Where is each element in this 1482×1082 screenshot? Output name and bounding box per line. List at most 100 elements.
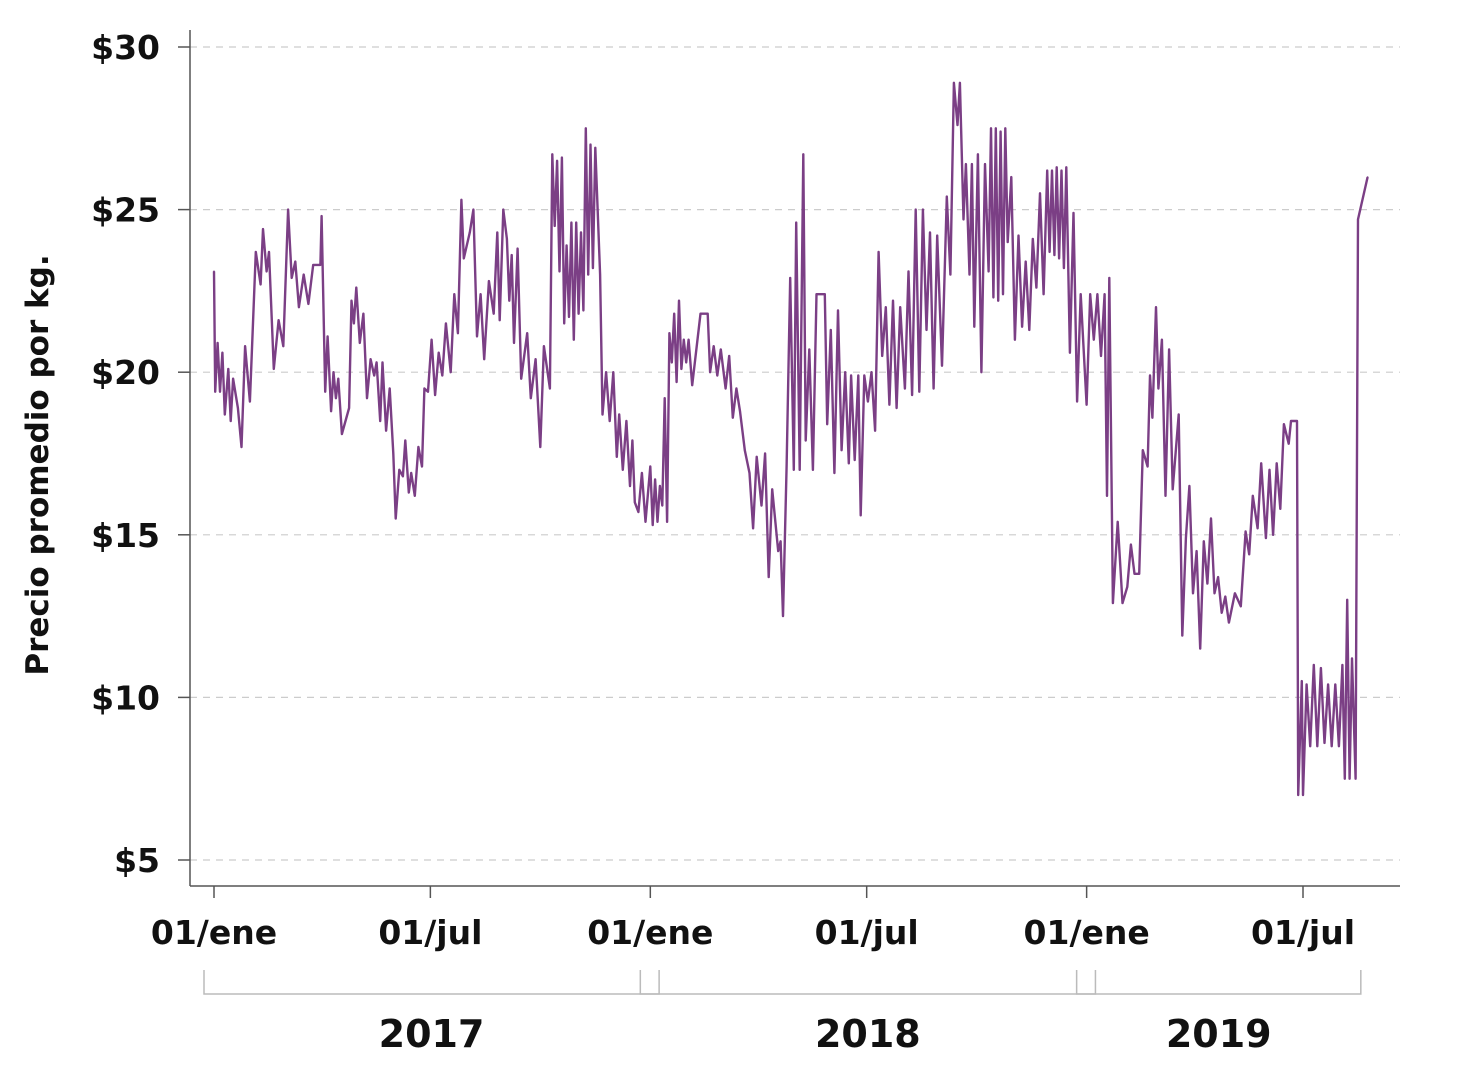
data-point bbox=[254, 251, 257, 253]
data-point bbox=[319, 264, 322, 266]
data-point bbox=[735, 387, 738, 390]
data-point bbox=[394, 517, 397, 520]
data-point bbox=[1028, 329, 1031, 331]
data-point bbox=[1234, 592, 1236, 595]
data-point bbox=[479, 293, 482, 296]
data-point bbox=[1323, 742, 1326, 744]
y-tick-label: $25 bbox=[91, 191, 160, 230]
data-point bbox=[417, 446, 420, 448]
data-point bbox=[945, 195, 948, 198]
data-point bbox=[320, 215, 323, 218]
data-point bbox=[847, 462, 850, 465]
data-point bbox=[543, 345, 545, 348]
data-point bbox=[840, 449, 843, 452]
data-point bbox=[335, 397, 337, 400]
data-point bbox=[1042, 293, 1045, 296]
data-point bbox=[1048, 251, 1051, 253]
data-point bbox=[1220, 611, 1223, 614]
data-point bbox=[605, 371, 607, 374]
data-point bbox=[214, 390, 217, 393]
data-point bbox=[262, 228, 264, 231]
data-point bbox=[870, 371, 873, 374]
y-tick-label: $30 bbox=[91, 28, 160, 67]
data-point bbox=[302, 273, 305, 276]
data-point bbox=[1149, 374, 1151, 377]
data-point bbox=[1213, 592, 1216, 595]
x-tick-label: 01/jul bbox=[815, 913, 919, 952]
data-point bbox=[1287, 442, 1290, 445]
data-point bbox=[407, 491, 410, 494]
year-brackets: 2017 2018 2019 bbox=[203, 970, 1362, 1056]
data-point bbox=[534, 358, 537, 361]
data-point bbox=[1161, 338, 1163, 341]
data-point bbox=[353, 322, 355, 325]
data-point bbox=[551, 153, 554, 156]
data-point bbox=[823, 293, 826, 296]
data-point bbox=[922, 208, 924, 211]
data-point bbox=[644, 520, 647, 523]
data-point bbox=[1327, 683, 1329, 686]
data-point bbox=[221, 351, 224, 354]
data-point bbox=[453, 293, 456, 296]
data-point bbox=[294, 260, 297, 263]
data-point bbox=[1351, 657, 1353, 660]
data-point bbox=[1039, 192, 1041, 195]
data-point bbox=[904, 387, 906, 390]
data-point bbox=[621, 468, 624, 471]
data-point bbox=[272, 368, 275, 370]
data-point bbox=[1260, 462, 1263, 465]
data-point bbox=[941, 364, 943, 367]
data-point bbox=[1248, 553, 1251, 556]
data-point bbox=[404, 439, 407, 442]
data-point bbox=[631, 439, 634, 442]
data-point bbox=[1138, 572, 1141, 575]
data-point bbox=[1146, 465, 1149, 468]
data-point bbox=[1031, 238, 1034, 240]
data-point bbox=[1072, 212, 1075, 214]
data-point bbox=[287, 208, 289, 211]
data-point bbox=[381, 361, 384, 364]
data-point bbox=[1076, 400, 1078, 403]
data-point bbox=[1017, 234, 1020, 237]
data-point bbox=[268, 251, 270, 253]
data-point bbox=[1300, 680, 1303, 682]
data-point bbox=[973, 325, 976, 328]
data-point bbox=[558, 270, 561, 273]
data-point bbox=[1272, 533, 1274, 536]
data-point bbox=[355, 286, 358, 289]
data-points bbox=[213, 81, 1369, 796]
data-point bbox=[326, 335, 329, 338]
data-point bbox=[1366, 176, 1369, 179]
data-point bbox=[369, 358, 372, 361]
data-point bbox=[213, 270, 215, 273]
data-point bbox=[584, 127, 587, 130]
data-point bbox=[237, 407, 239, 409]
data-point bbox=[1330, 745, 1333, 748]
data-point bbox=[914, 208, 917, 211]
data-point bbox=[219, 390, 221, 393]
data-point bbox=[549, 387, 551, 390]
data-point bbox=[1133, 572, 1136, 575]
axes bbox=[189, 30, 1400, 887]
year-bracket bbox=[203, 970, 660, 995]
data-point bbox=[1206, 582, 1209, 585]
data-point bbox=[999, 130, 1002, 133]
data-point bbox=[1108, 277, 1111, 279]
data-point bbox=[526, 332, 529, 335]
data-point bbox=[1290, 420, 1292, 422]
data-point bbox=[654, 478, 656, 481]
data-point bbox=[659, 485, 661, 487]
data-point bbox=[1053, 254, 1056, 256]
year-bracket bbox=[639, 970, 1097, 995]
data-point bbox=[362, 312, 365, 315]
data-point bbox=[1058, 257, 1060, 260]
data-point bbox=[282, 345, 285, 348]
data-point bbox=[1185, 537, 1187, 539]
data-point bbox=[298, 306, 300, 309]
data-point bbox=[699, 312, 702, 315]
data-point bbox=[307, 303, 310, 305]
data-point bbox=[259, 283, 262, 286]
data-point bbox=[582, 309, 585, 312]
data-point bbox=[594, 146, 597, 149]
data-point bbox=[925, 329, 928, 331]
